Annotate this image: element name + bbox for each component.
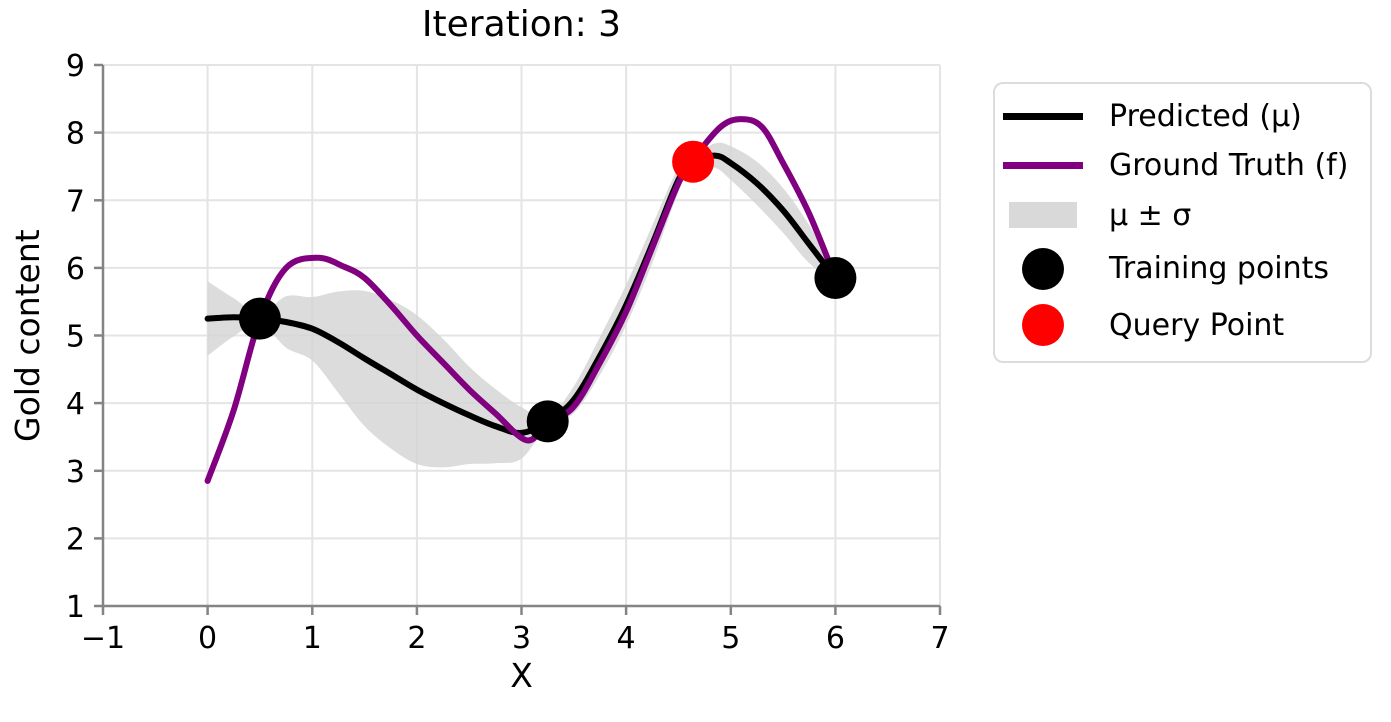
y-axis-label: Gold content <box>8 229 47 443</box>
legend-label: Query Point <box>1109 307 1285 343</box>
y-tick-label: 6 <box>66 252 85 287</box>
training-point-swatch <box>1003 247 1083 290</box>
x-tick-label: 1 <box>303 621 322 656</box>
x-tick-label: 5 <box>721 621 740 656</box>
uncertainty-band-swatch <box>1003 202 1083 229</box>
x-tick-label: 6 <box>826 621 845 656</box>
x-axis-label: X <box>510 656 533 695</box>
x-tick-label: 4 <box>617 621 636 656</box>
y-tick-label: 5 <box>66 320 85 355</box>
legend-item-training-points: Training points <box>1003 247 1370 290</box>
y-tick-label: 8 <box>66 117 85 152</box>
x-tick-label: 3 <box>512 621 531 656</box>
legend: Predicted (μ) Ground Truth (f) μ ± σ Tra… <box>993 82 1372 363</box>
chart-title: Iteration: 3 <box>421 4 622 45</box>
legend-item-uncertainty-band: μ ± σ <box>1003 198 1370 233</box>
training-point-marker <box>814 257 857 299</box>
x-tick-label: −1 <box>81 621 125 656</box>
training-points <box>238 257 857 443</box>
query-point-marker <box>672 140 715 183</box>
y-tick-label: 3 <box>66 455 85 490</box>
query-point-swatch <box>1003 304 1083 347</box>
training-point-marker <box>238 297 281 340</box>
legend-item-predicted: Predicted (μ) <box>1003 99 1370 134</box>
y-tick-label: 7 <box>66 184 85 219</box>
x-tick-label: 7 <box>930 621 949 656</box>
legend-label: Predicted (μ) <box>1109 98 1302 134</box>
uncertainty-band <box>207 142 836 468</box>
axes-spines <box>94 63 942 615</box>
legend-item-ground-truth: Ground Truth (f) <box>1003 148 1370 183</box>
x-tick-label: 0 <box>198 621 217 656</box>
predicted-line-swatch <box>1003 112 1083 120</box>
ground-truth-line-swatch <box>1003 162 1083 170</box>
legend-label: Training points <box>1109 251 1330 287</box>
y-tick-label: 1 <box>66 590 85 625</box>
x-tick-label: 2 <box>407 621 426 656</box>
legend-item-query-point: Query Point <box>1003 304 1370 347</box>
y-tick-label: 2 <box>66 522 85 557</box>
y-tick-label: 9 <box>66 49 85 84</box>
y-tick-label: 4 <box>66 387 85 422</box>
query-point <box>672 140 715 183</box>
training-point-marker <box>526 400 569 443</box>
legend-label: Ground Truth (f) <box>1109 148 1349 184</box>
legend-label: μ ± σ <box>1109 197 1192 233</box>
gridlines <box>102 64 941 607</box>
